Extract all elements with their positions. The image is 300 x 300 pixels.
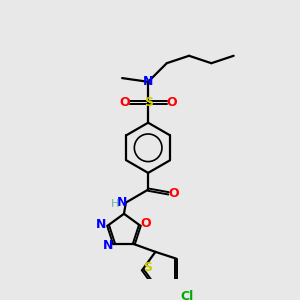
Text: O: O bbox=[120, 96, 130, 109]
Text: N: N bbox=[117, 196, 127, 209]
Text: O: O bbox=[169, 187, 179, 200]
Text: N: N bbox=[102, 239, 113, 252]
Text: Cl: Cl bbox=[180, 290, 194, 300]
Text: O: O bbox=[166, 96, 177, 109]
Text: H: H bbox=[110, 200, 119, 209]
Text: S: S bbox=[143, 261, 152, 274]
Text: O: O bbox=[140, 217, 151, 230]
Text: N: N bbox=[143, 75, 153, 88]
Text: S: S bbox=[144, 96, 153, 109]
Text: N: N bbox=[96, 218, 107, 231]
